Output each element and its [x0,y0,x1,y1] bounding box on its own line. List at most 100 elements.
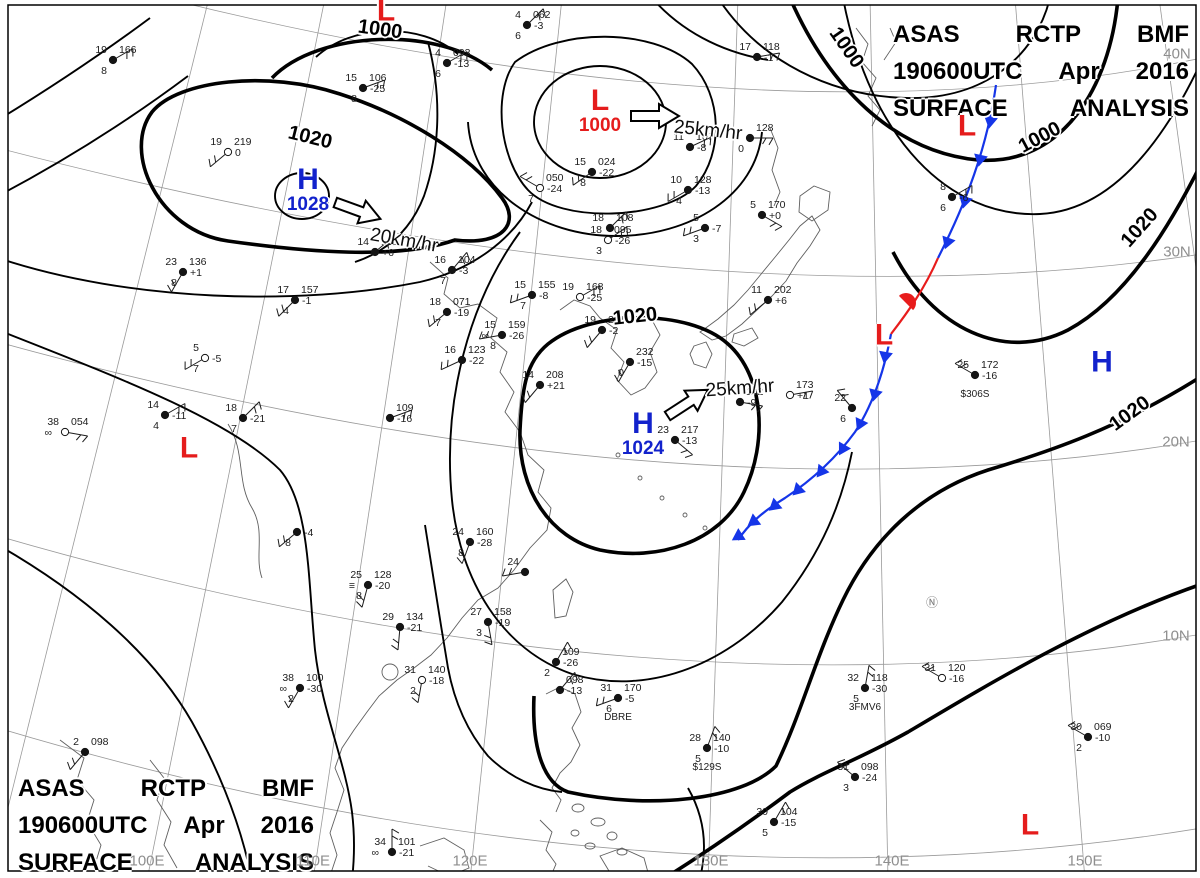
station-temperature: 4 [515,9,521,21]
station-circle-icon [60,427,70,437]
coastlines [59,27,897,878]
station-circle-icon [860,683,870,693]
station-circle-icon [395,622,405,632]
station-pressure-tendency: +6 [775,295,787,307]
station-pressure: 160 [476,526,494,538]
station-plot: 10 128-13 4 [667,174,712,207]
station-pressure: 120 [948,662,966,674]
station-pressure: 107 [696,131,714,143]
station-temperature: 11 [673,131,684,143]
station-circle-icon [497,330,507,340]
station-temperature: 8 [940,181,946,193]
station-plot: 23 217-13 [657,424,699,458]
station-circle-icon [1083,732,1093,742]
station-plot: 31 098-24 3 [837,759,879,794]
station-pressure: 170 [624,682,642,694]
station-pressure: 140 [713,732,731,744]
station-circle-icon [292,527,302,537]
station-dewpoint: 3 [843,782,849,794]
station-dewpoint: 7 [435,317,441,329]
station-pressure-tendency: +0 [769,210,781,222]
station-temperature: 38 [47,416,59,428]
station-pressure: 172 [981,359,999,371]
station-temperature: 18 [225,402,237,414]
station-pressure: 202 [774,284,792,296]
station-pressure: 128 [374,569,392,581]
station-temperature: 5 [193,342,199,354]
station-dewpoint: 2 [288,693,294,705]
station-circle-icon [290,295,300,305]
station-dewpoint: 3 [693,233,699,245]
station-dewpoint: 7 [193,363,199,375]
station-circle-icon [700,223,710,233]
station-weather-symbol: ∞ [280,683,288,695]
station-pressure: 118 [763,41,780,53]
station-plot: 18 071-19 7 [427,296,471,329]
station-pressure-tendency: -25 [587,292,602,304]
station-dewpoint: 8 [351,93,357,105]
station-plot: 17 118-1 [739,41,781,64]
station-pressure-tendency: -21 [250,413,265,425]
station-pressure-tendency: -15 [781,817,796,829]
station-circle-icon [483,617,493,627]
station-plot: 182-9 [735,386,764,413]
station-plot: 25 172-16 $306S [954,359,999,400]
station-plot: 25 128-20 8≡ [349,569,392,608]
station-pressure-tendency: -3 [534,20,543,32]
station-circle-icon [108,55,118,65]
station-temperature: 18 [592,212,604,224]
station-plot: 098-13 [555,672,584,697]
station-circle-icon [970,370,980,380]
station-pressure: 108 [616,212,634,224]
station-pressure: 182 [746,386,764,398]
station-pressure-tendency: -15 [637,357,652,369]
station-plot: 109-16 [385,402,414,425]
station-dewpoint: 2 [410,685,416,697]
station-pressure-tendency: -9 [747,397,756,409]
station-circle-icon [238,413,248,423]
station-dewpoint: 6 [940,202,946,214]
station-circle-icon [535,183,545,193]
station-temperature: 19 [210,136,222,148]
station-temperature: 19 [584,314,596,326]
station-pressure-tendency: -26 [509,330,524,342]
station-plot: 11 107-8 [673,131,714,154]
station-pressure: 054 [71,416,89,428]
station-pressure: 128 [756,122,774,134]
station-circle-icon [457,355,467,365]
station-plot: 14 155+6 [357,236,398,259]
station-temperature: 15 [574,156,586,168]
station-pressure: 158 [494,606,512,618]
station-pressure: 134 [406,611,424,623]
station-temperature: 27 [470,606,482,618]
warm-front [890,257,940,335]
station-dewpoint: 8 [356,590,362,602]
station-plot: 4 062-3 6 [515,8,551,42]
station-temperature: 5 [750,199,756,211]
station-dewpoint: 7 [440,275,446,287]
station-temperature: 19 [95,44,107,56]
station-circle-icon [200,353,210,363]
station-circle-icon [223,147,233,157]
station-identifier: $306S [961,389,990,400]
station-temperature: 30 [756,806,768,818]
station-circle-icon [597,325,607,335]
station-pressure-tendency: +1 [190,267,202,279]
station-plot: 15 155-8 7 [509,279,556,312]
station-weather-symbol: ≡ [349,580,355,592]
station-circle-icon [603,235,613,245]
station-circle-icon [527,290,537,300]
station-pressure: 217 [681,424,699,436]
station-plot: 14 -11 4 [147,399,186,432]
station-circle-icon [937,673,947,683]
station-pressure-tendency: -22 [469,355,484,367]
station-plot: 15 159-26 8∞ [478,319,526,352]
station-temperature: 17 [277,284,289,296]
station-temperature: 34 [374,836,386,848]
station-dewpoint: 8 [285,537,291,549]
station-pressure: 166 [119,44,137,56]
station-dewpoint: 8 [458,547,464,559]
station-pressure: 093 [453,47,471,59]
